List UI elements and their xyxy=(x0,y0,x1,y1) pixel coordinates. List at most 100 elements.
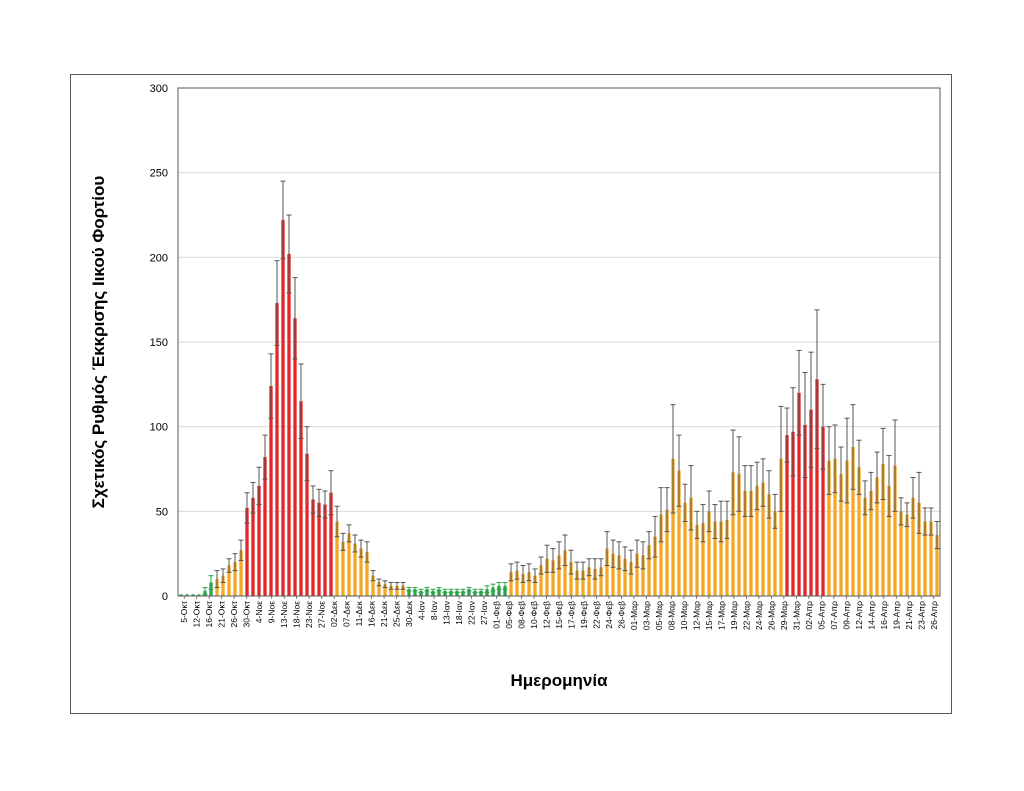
bar xyxy=(851,446,855,596)
bar xyxy=(803,424,807,596)
error-bar xyxy=(658,487,664,543)
bar xyxy=(545,558,549,596)
bar xyxy=(257,485,261,596)
x-axis-label: Ημερομηνία xyxy=(510,671,608,690)
bar xyxy=(551,560,555,596)
error-bar xyxy=(304,426,310,482)
x-tick-label: 07-Απρ xyxy=(829,601,839,630)
x-tick-label: 05-Φεβ xyxy=(504,601,514,629)
error-bar xyxy=(844,417,850,504)
error-bar xyxy=(454,588,460,594)
y-tick-label: 150 xyxy=(150,337,168,349)
error-bar xyxy=(316,488,322,517)
error-bar xyxy=(496,581,502,590)
error-bar xyxy=(232,553,238,572)
bar xyxy=(701,523,705,596)
error-bar xyxy=(724,500,730,539)
x-tick-label: 5-Οκτ xyxy=(179,600,189,622)
bar xyxy=(509,572,513,596)
bar xyxy=(491,587,495,596)
bar xyxy=(527,572,531,596)
bar xyxy=(287,253,291,597)
error-bar xyxy=(556,541,562,570)
bar xyxy=(827,460,831,596)
x-axis-ticks: 5-Οκτ 12-Οκτ 16-Οκτ 21-Οκτ 26-Οκτ 30-Οκτ 4-Νοε… xyxy=(179,596,939,630)
bar xyxy=(443,590,447,596)
error-bar xyxy=(340,532,346,551)
x-tick-label: 15-Μαρ xyxy=(704,601,714,630)
bar xyxy=(245,507,249,596)
error-bar xyxy=(898,497,904,526)
bar xyxy=(377,582,381,596)
x-tick-label: 14-Απρ xyxy=(866,601,876,630)
error-bar xyxy=(598,558,604,577)
error-bar xyxy=(322,490,328,519)
error-bar xyxy=(874,451,880,504)
bar xyxy=(617,555,621,596)
x-tick-label: 26-Απρ xyxy=(929,601,939,630)
error-bar xyxy=(376,578,382,587)
bar xyxy=(599,567,603,596)
error-bar xyxy=(562,534,568,567)
x-tick-label: 09-Απρ xyxy=(841,601,851,630)
y-tick-label: 200 xyxy=(150,252,168,264)
error-bar xyxy=(460,588,466,594)
error-bar xyxy=(934,520,940,550)
error-bar xyxy=(664,487,670,533)
bar xyxy=(917,502,921,596)
bar xyxy=(929,521,933,596)
error-bar xyxy=(832,424,838,494)
x-tick-label: 22-Ιαν xyxy=(467,601,477,625)
error-bar xyxy=(730,429,736,516)
bar xyxy=(299,401,303,596)
error-bar xyxy=(886,454,892,517)
bar xyxy=(347,533,351,596)
error-bar xyxy=(208,575,214,590)
bar xyxy=(875,477,879,596)
error-bar xyxy=(694,510,700,539)
error-bar xyxy=(298,363,304,440)
error-bar xyxy=(616,541,622,570)
bar xyxy=(455,590,459,596)
x-tick-label: 27-Νοε xyxy=(317,601,327,628)
error-bar xyxy=(370,570,376,582)
bar xyxy=(857,467,861,596)
bar xyxy=(815,379,819,596)
x-tick-label: 19-Απρ xyxy=(891,601,901,630)
bar xyxy=(869,491,873,596)
bar xyxy=(713,521,717,596)
x-tick-label: 01-Μαρ xyxy=(629,601,639,630)
bar xyxy=(263,457,267,596)
error-bar xyxy=(712,504,718,539)
error-bar xyxy=(262,434,268,480)
x-tick-label: 18-Ιαν xyxy=(454,601,464,625)
x-tick-label: 02-Δεκ xyxy=(329,600,339,627)
error-bar xyxy=(448,588,454,594)
x-tick-label: 08-Φεβ xyxy=(517,601,527,629)
bar xyxy=(401,585,405,596)
x-tick-label: 31-Μαρ xyxy=(791,601,801,630)
bar xyxy=(749,491,753,596)
error-bar xyxy=(484,585,490,594)
bar xyxy=(479,590,483,596)
bar xyxy=(623,558,627,596)
y-tick-label: 100 xyxy=(150,422,168,434)
bar xyxy=(935,535,939,596)
error-bar xyxy=(466,587,472,592)
bar xyxy=(503,585,507,596)
bar xyxy=(389,585,393,596)
error-bar xyxy=(436,587,442,592)
error-bar xyxy=(472,588,478,594)
error-bar xyxy=(838,446,844,502)
bar xyxy=(239,550,243,596)
error-bar xyxy=(604,531,610,567)
error-bar xyxy=(526,563,532,582)
error-bar xyxy=(892,419,898,512)
bar xyxy=(767,494,771,596)
bar xyxy=(359,548,363,596)
bar xyxy=(275,303,279,596)
x-tick-label: 30-Οκτ xyxy=(242,600,252,627)
x-tick-label: 17-Φεβ xyxy=(566,601,576,629)
bar xyxy=(521,573,525,596)
bar xyxy=(467,589,471,596)
